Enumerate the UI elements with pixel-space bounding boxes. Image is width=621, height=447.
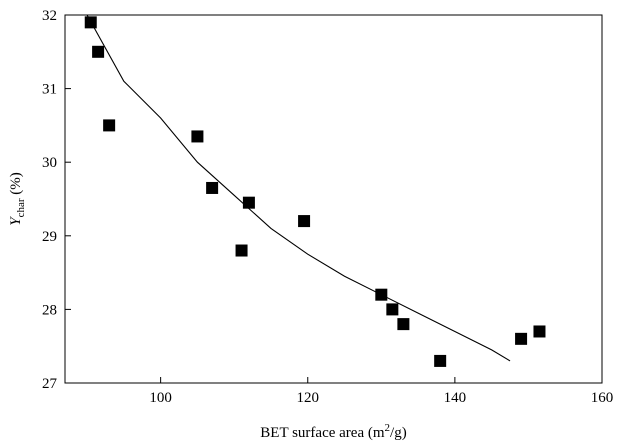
data-point [103,119,116,132]
y-tick-label: 29 [42,229,57,245]
x-tick-label: 140 [444,390,467,406]
x-tick-label: 100 [149,390,172,406]
x-axis-label: BET surface area (m2/g) [260,422,406,441]
x-tick-label: 120 [297,390,320,406]
data-point [191,130,204,143]
data-point [386,303,399,316]
x-tick-label: 160 [591,390,614,406]
y-axis-label: Ychar (%) [8,172,27,226]
x-axis: 100 120 140 160 [149,377,613,406]
data-point [533,325,546,338]
plot-area [64,14,603,384]
data-point [206,181,219,194]
y-tick-label: 30 [42,155,57,171]
y-tick-label: 28 [42,302,57,318]
data-point [515,332,528,345]
y-tick-label: 32 [42,8,57,24]
data-point [235,244,248,257]
data-point [84,16,97,29]
y-tick-label: 27 [42,376,58,392]
data-point [92,45,105,58]
data-point [397,318,410,331]
fit-curve [86,14,511,362]
data-point [242,196,255,209]
data-point [434,354,447,367]
plot-frame [64,14,603,384]
y-axis: 27 28 29 30 31 32 [42,8,71,392]
data-points [84,16,546,367]
data-point [298,215,311,228]
y-tick-label: 31 [42,82,57,98]
data-point [375,288,388,301]
